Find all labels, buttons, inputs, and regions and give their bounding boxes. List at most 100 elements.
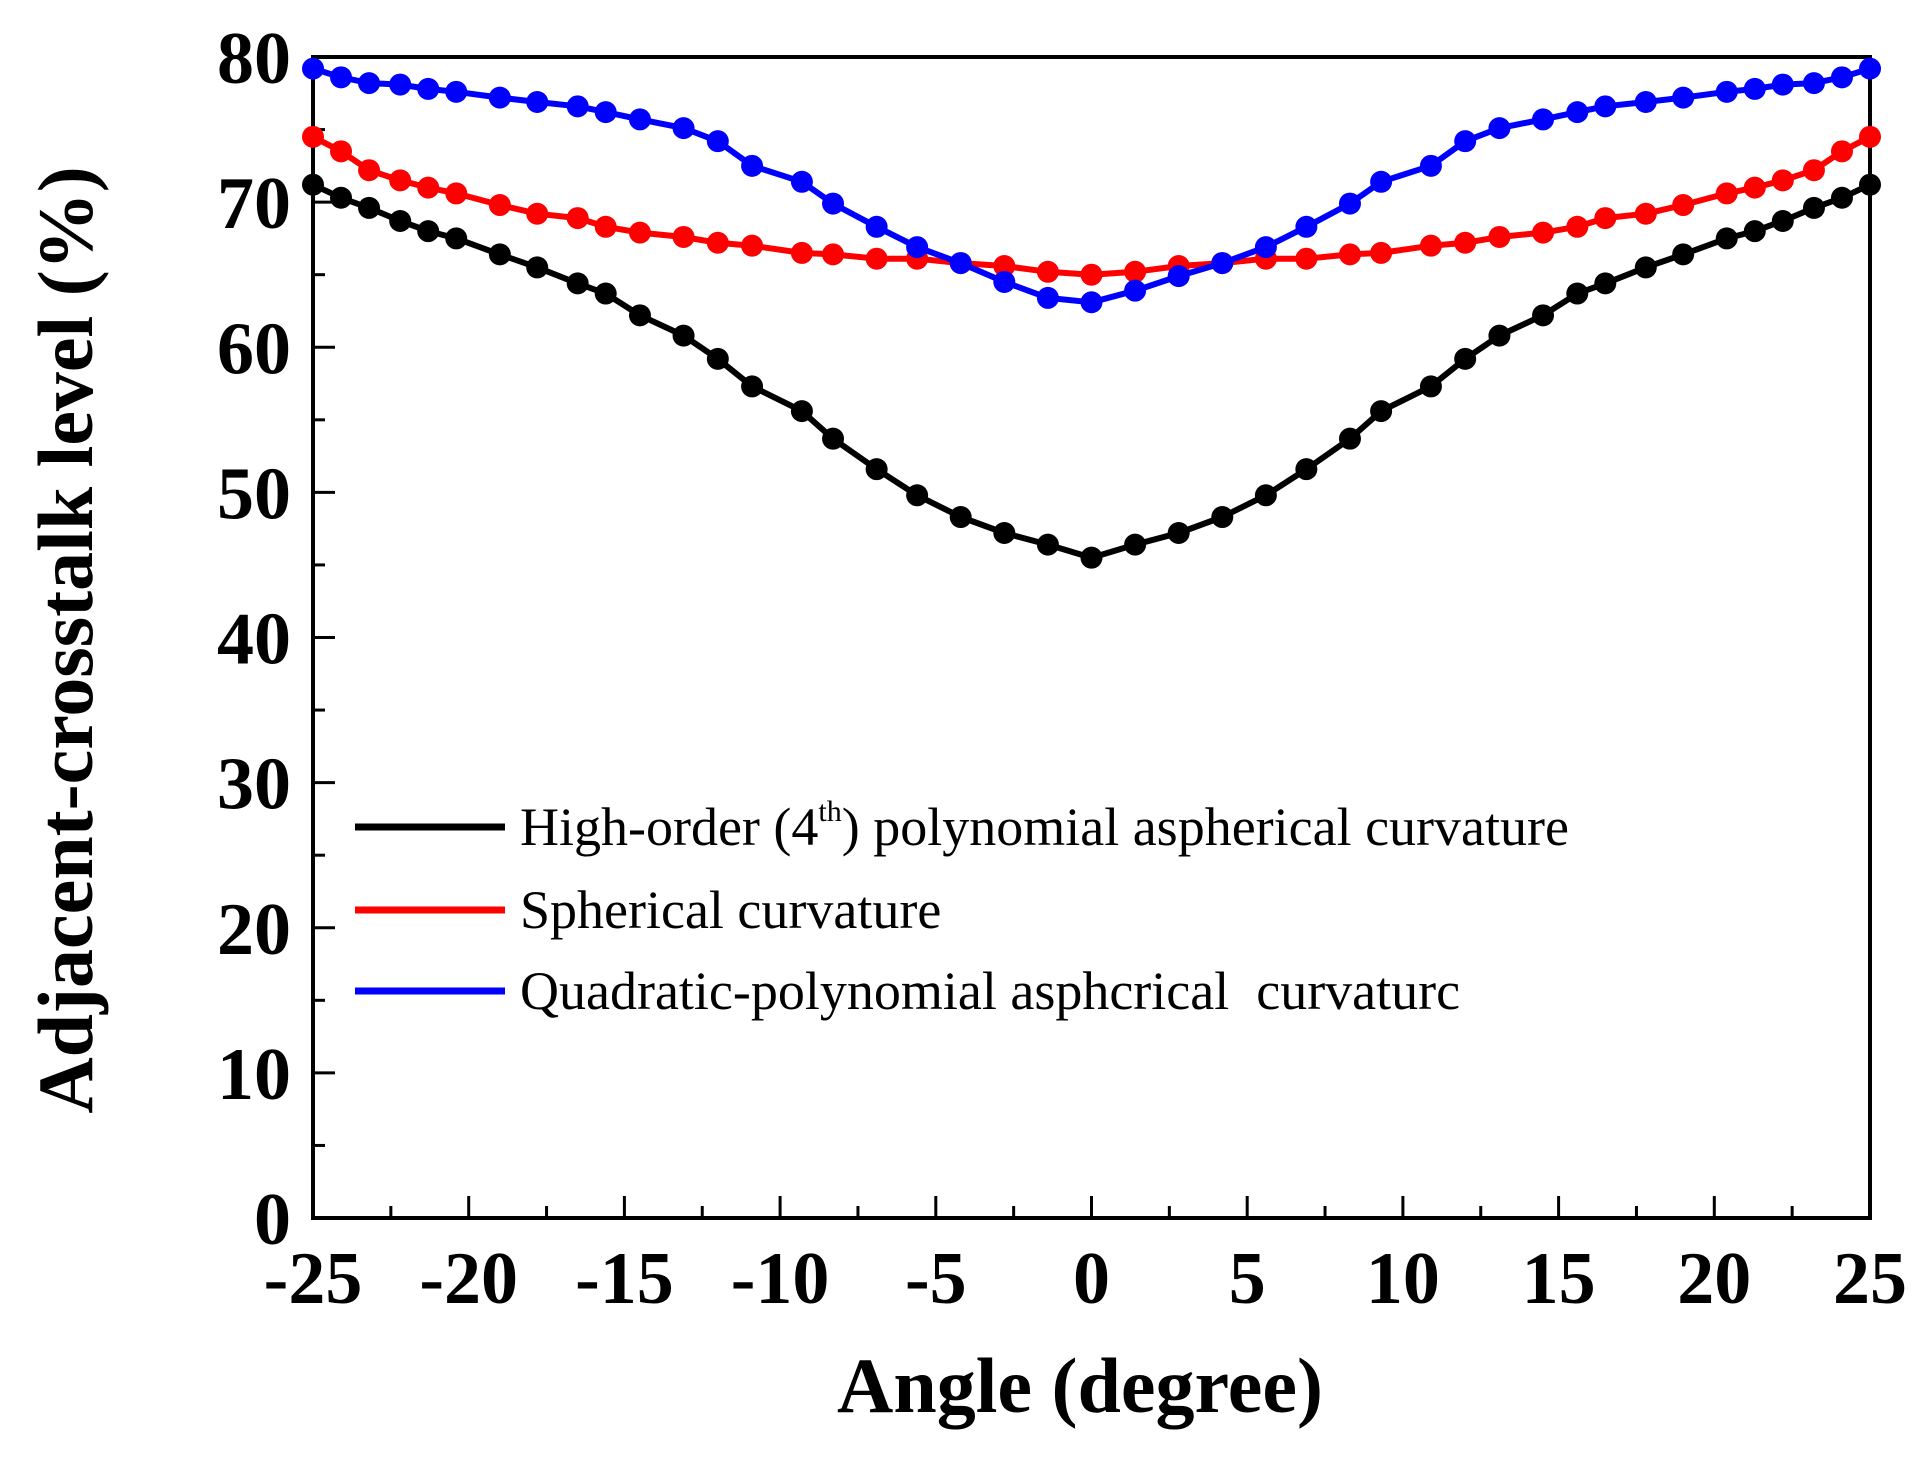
data-point-quadratic: [1743, 77, 1766, 100]
y-tick-label: 10: [217, 1034, 291, 1116]
y-tick-label: 60: [217, 308, 291, 390]
legend-label-quadratic: Quadratic-polynomial asphcrical curvatur…: [520, 961, 1460, 1021]
data-point-high-order: [1488, 324, 1511, 347]
data-point-high-order: [330, 186, 353, 209]
data-point-quadratic: [1454, 130, 1477, 153]
data-point-high-order: [1743, 220, 1766, 243]
x-tick-label: 5: [1229, 1238, 1266, 1320]
legend-entry-spherical: Spherical curvature: [355, 880, 941, 940]
data-point-spherical: [1419, 234, 1442, 257]
data-point-high-order: [417, 220, 440, 243]
data-point-high-order: [1295, 458, 1318, 481]
data-point-high-order: [790, 400, 813, 423]
data-point-spherical: [417, 176, 440, 199]
y-tick-label: 50: [217, 453, 291, 535]
data-point-quadratic: [1715, 80, 1738, 103]
data-point-quadratic: [1566, 101, 1589, 124]
data-point-high-order: [445, 227, 468, 250]
data-point-quadratic: [1167, 265, 1190, 288]
data-point-quadratic: [1859, 57, 1881, 80]
data-point-spherical: [1715, 182, 1738, 205]
data-point-spherical: [822, 243, 845, 266]
data-point-quadratic: [865, 215, 888, 238]
data-point-high-order: [1124, 533, 1147, 556]
data-point-high-order: [1771, 209, 1794, 232]
data-point-high-order: [1080, 546, 1103, 569]
x-tick-label: -5: [905, 1238, 967, 1320]
data-point-quadratic: [302, 57, 324, 80]
data-point-high-order: [1211, 506, 1234, 529]
data-point-high-order: [865, 458, 888, 481]
data-point-spherical: [330, 140, 353, 163]
data-point-quadratic: [389, 73, 412, 96]
y-tick-label: 80: [217, 18, 291, 100]
y-tick-label: 30: [217, 744, 291, 826]
data-point-high-order: [1370, 400, 1393, 423]
data-point-spherical: [1672, 194, 1695, 217]
y-axis: 0 10 20 30 40 50 60 70 80: [217, 18, 335, 1261]
x-axis-title: Angle (degree): [837, 1342, 1323, 1429]
data-point-high-order: [594, 282, 617, 305]
data-point-quadratic: [1036, 286, 1059, 309]
data-point-high-order: [1634, 256, 1657, 279]
data-point-high-order: [358, 196, 381, 219]
data-point-spherical: [1036, 260, 1059, 283]
data-point-high-order: [302, 173, 324, 196]
x-tick-label: 0: [1073, 1238, 1110, 1320]
data-point-quadratic: [1830, 66, 1853, 89]
data-point-spherical: [566, 207, 589, 230]
data-point-high-order: [488, 243, 511, 266]
data-point-quadratic: [1488, 117, 1511, 140]
data-point-high-order: [1338, 427, 1361, 450]
x-tick-label: -25: [264, 1238, 363, 1320]
data-point-spherical: [672, 225, 695, 248]
data-point-quadratic: [741, 154, 764, 177]
x-axis: -25 -20 -15 -10 -5 0 5 10 15 20 25: [264, 1196, 1907, 1320]
x-tick-label: -15: [575, 1238, 674, 1320]
data-point-spherical: [302, 125, 324, 148]
series-high-order: [302, 173, 1881, 569]
data-point-high-order: [1672, 243, 1695, 266]
data-point-quadratic: [1211, 252, 1234, 275]
data-point-spherical: [1594, 207, 1617, 230]
series-quadratic: [302, 57, 1881, 314]
data-point-spherical: [1771, 169, 1794, 192]
data-point-quadratic: [1634, 90, 1657, 113]
data-point-spherical: [706, 231, 729, 254]
data-point-high-order: [1566, 282, 1589, 305]
series-line-high-order: [311, 181, 1872, 561]
data-point-quadratic: [1802, 72, 1825, 95]
data-point-high-order: [906, 484, 929, 507]
data-point-spherical: [741, 234, 764, 257]
data-point-high-order: [706, 347, 729, 370]
y-tick-label: 40: [217, 599, 291, 681]
data-point-spherical: [1830, 140, 1853, 163]
data-point-spherical: [1338, 243, 1361, 266]
plot-area: [311, 55, 1872, 1220]
data-point-quadratic: [949, 252, 972, 275]
data-point-spherical: [1080, 263, 1103, 286]
data-point-quadratic: [822, 192, 845, 215]
legend-label-spherical: Spherical curvature: [520, 880, 941, 940]
series-layer: [302, 57, 1881, 569]
data-point-spherical: [1532, 221, 1555, 244]
data-point-spherical: [1859, 125, 1881, 148]
data-point-quadratic: [594, 101, 617, 124]
data-point-spherical: [526, 202, 549, 225]
data-point-spherical: [1454, 231, 1477, 254]
data-point-quadratic: [417, 77, 440, 100]
data-point-spherical: [594, 215, 617, 238]
data-point-quadratic: [1370, 170, 1393, 193]
data-point-quadratic: [1532, 108, 1555, 131]
data-point-spherical: [1802, 159, 1825, 182]
data-point-high-order: [566, 272, 589, 295]
x-tick-label: 25: [1833, 1238, 1907, 1320]
data-point-high-order: [389, 209, 412, 232]
x-tick-label: 15: [1522, 1238, 1596, 1320]
data-point-quadratic: [330, 66, 353, 89]
data-point-spherical: [993, 254, 1016, 277]
data-point-quadratic: [1254, 236, 1277, 259]
legend-label-high-order: High-order (4th) polynomial aspherical c…: [520, 795, 1569, 857]
data-point-high-order: [949, 506, 972, 529]
data-point-quadratic: [1295, 215, 1318, 238]
